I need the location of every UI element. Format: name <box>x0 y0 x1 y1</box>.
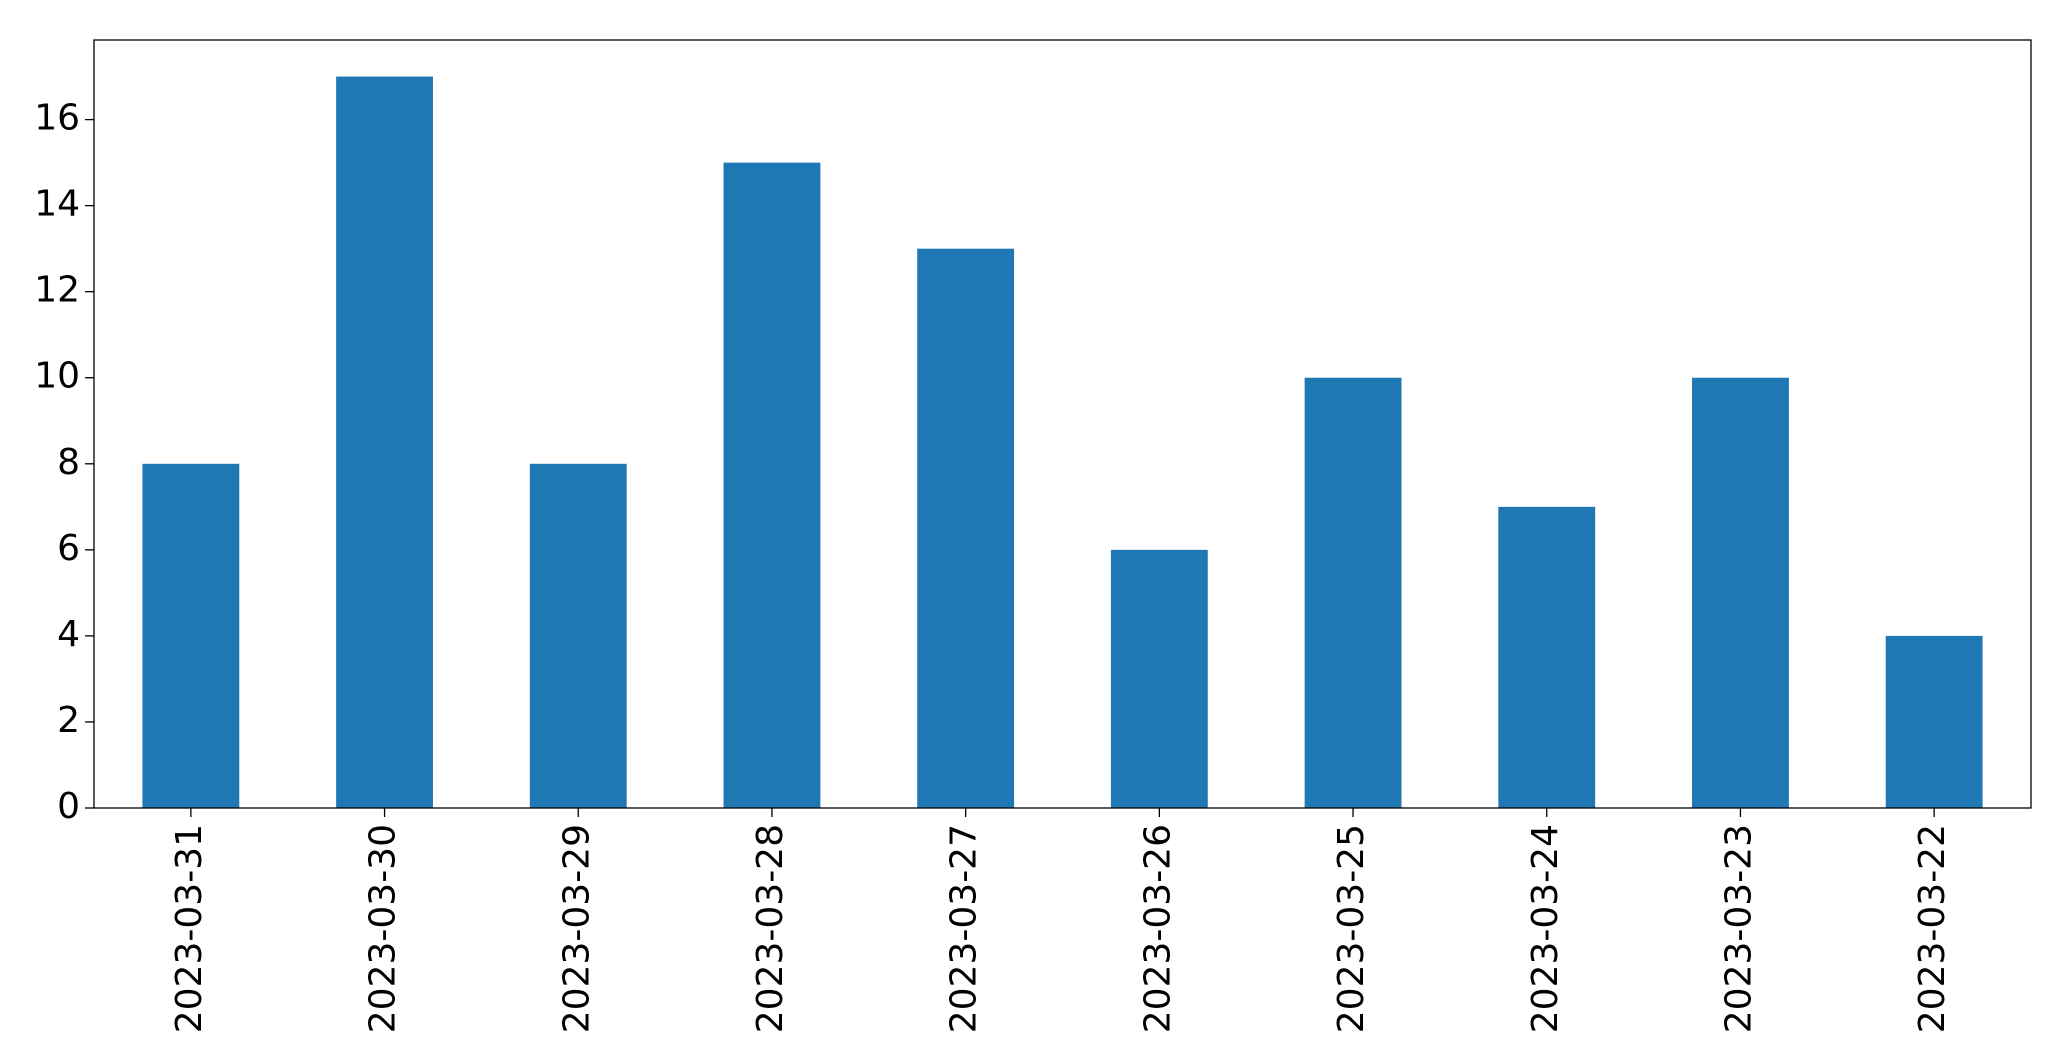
x-tick-label: 2023-03-22 <box>1912 824 1953 1033</box>
bar <box>142 463 240 808</box>
y-tick-label: 2 <box>57 700 80 741</box>
x-tick-label: 2023-03-23 <box>1718 824 1759 1033</box>
y-tick-label: 4 <box>57 614 80 655</box>
x-tick-label: 2023-03-26 <box>1137 824 1178 1033</box>
y-tick-label: 8 <box>57 442 80 483</box>
y-tick-label: 12 <box>34 270 80 311</box>
x-tick-label: 2023-03-28 <box>750 824 791 1033</box>
x-tick-label: 2023-03-25 <box>1331 824 1372 1033</box>
x-tick-label: 2023-03-30 <box>363 824 404 1033</box>
bar <box>1304 377 1402 808</box>
y-tick-label: 10 <box>34 356 80 397</box>
y-tick-label: 16 <box>34 98 80 139</box>
bar <box>723 162 821 809</box>
x-tick-label: 2023-03-27 <box>944 824 985 1033</box>
plot-frame <box>93 39 2032 809</box>
bar <box>336 76 433 809</box>
y-tick-label: 6 <box>57 528 80 569</box>
bar <box>1885 635 1983 808</box>
bar <box>1692 377 1789 808</box>
bar <box>1498 506 1596 808</box>
x-tick-label: 2023-03-24 <box>1525 824 1566 1033</box>
x-tick-label: 2023-03-31 <box>169 824 210 1033</box>
bar <box>917 248 1015 809</box>
x-tick-label: 2023-03-29 <box>556 824 597 1033</box>
y-tick-label: 0 <box>57 786 80 827</box>
bar <box>1110 549 1208 808</box>
y-tick-label: 14 <box>34 184 80 225</box>
bar <box>529 463 627 808</box>
